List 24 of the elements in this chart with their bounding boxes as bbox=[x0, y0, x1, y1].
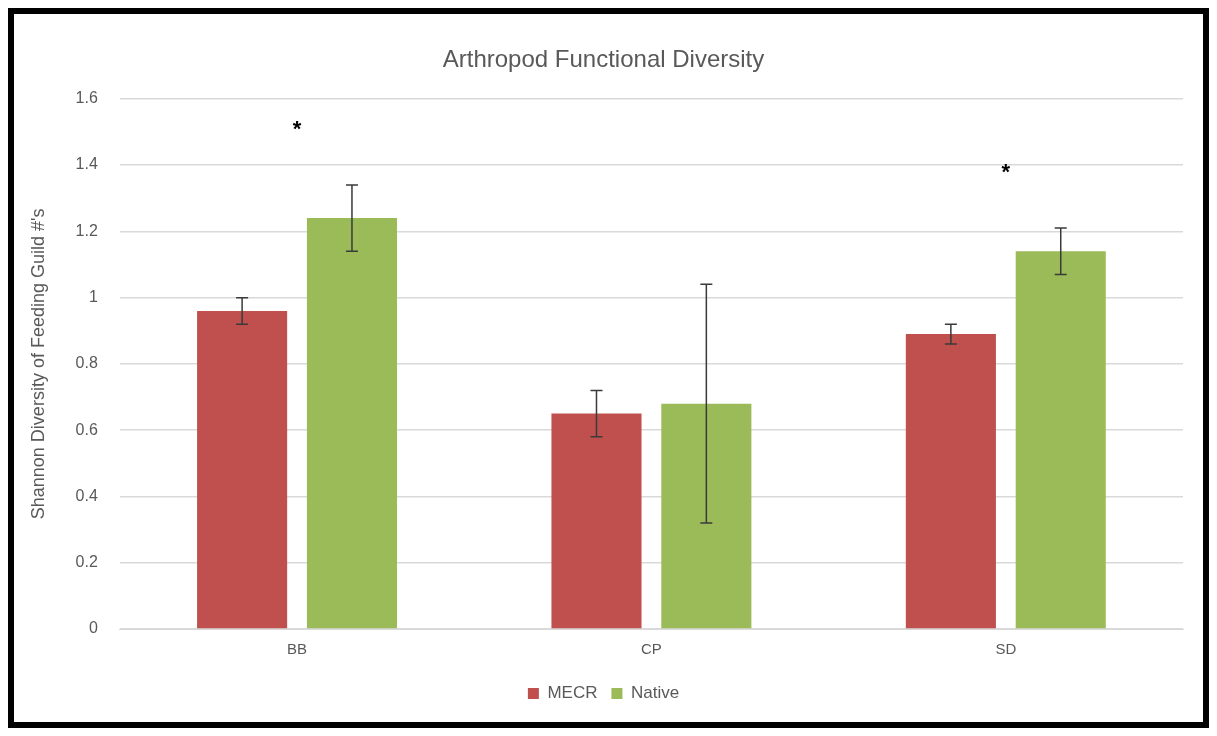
bar bbox=[661, 403, 752, 629]
y-tick-label: 1.6 bbox=[75, 89, 98, 107]
x-tick-label: SD bbox=[995, 640, 1017, 658]
y-tick-label: 1.2 bbox=[75, 221, 98, 239]
bar bbox=[551, 413, 642, 629]
y-tick-label: 1 bbox=[88, 288, 98, 306]
y-tick-label: 1.4 bbox=[75, 155, 98, 173]
bar bbox=[197, 310, 288, 629]
y-tick-label: 0.2 bbox=[75, 553, 98, 571]
y-tick-label: 0.6 bbox=[75, 420, 98, 438]
bar bbox=[1015, 251, 1106, 629]
x-tick-label: CP bbox=[641, 640, 662, 658]
annotation: * bbox=[1001, 159, 1011, 185]
y-tick-label: 0 bbox=[88, 619, 98, 637]
chart-title: Arthropod Functional Diversity bbox=[442, 45, 765, 73]
y-axis-title: Shannon Diversity of Feeding Guild #'s bbox=[27, 208, 48, 520]
legend-label: Native bbox=[630, 683, 680, 703]
y-tick-label: 0.8 bbox=[75, 354, 98, 372]
y-tick-label: 0.4 bbox=[75, 486, 98, 504]
annotation: * bbox=[292, 116, 302, 142]
bar bbox=[905, 334, 996, 629]
x-tick-label: BB bbox=[287, 640, 308, 658]
bar bbox=[306, 218, 398, 629]
legend-label: MECR bbox=[547, 683, 598, 703]
